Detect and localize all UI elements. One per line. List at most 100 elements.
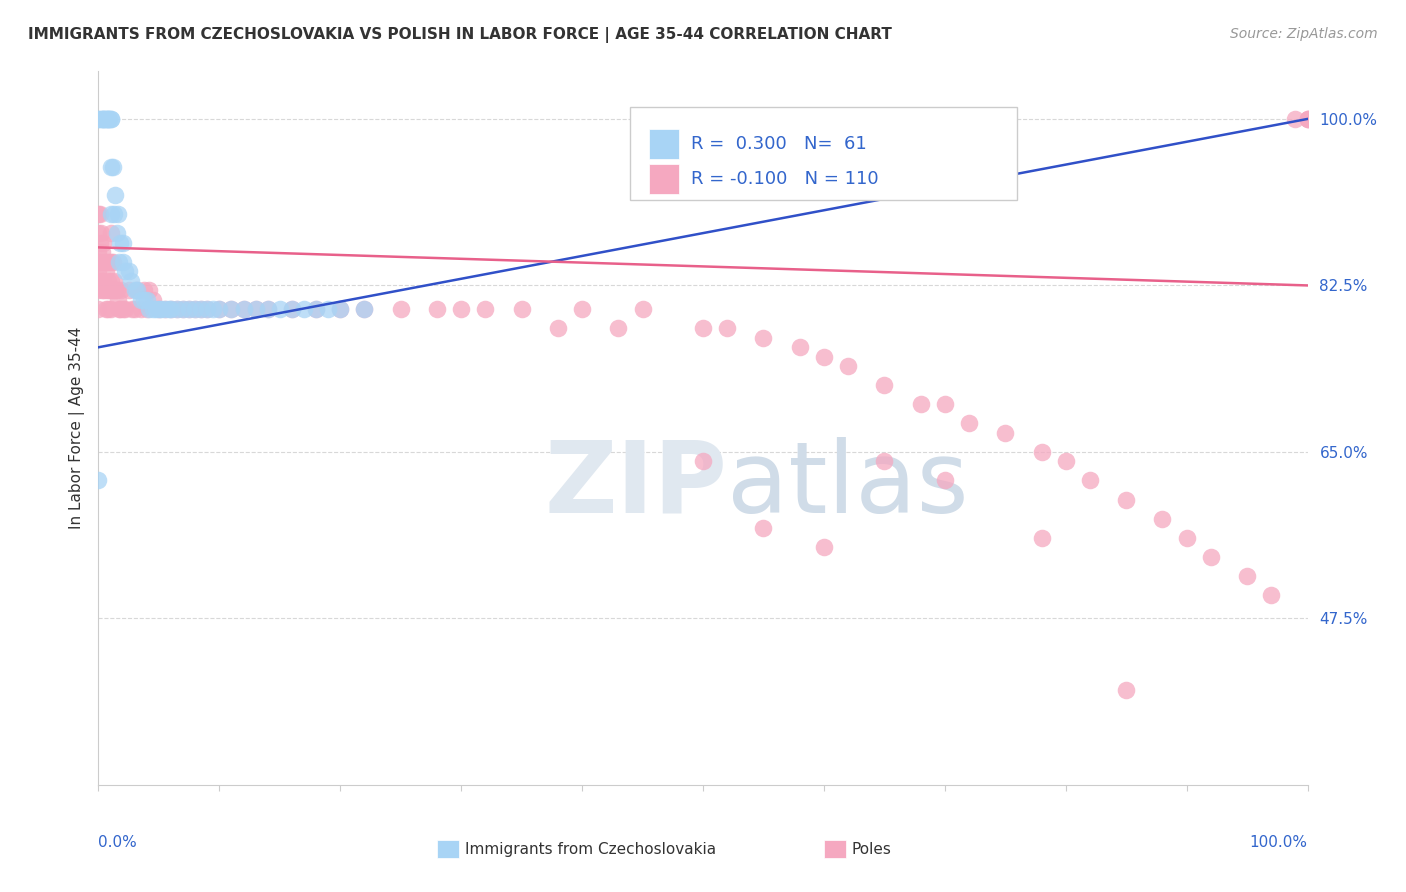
Point [190,302,212,317]
Point [873,378,896,392]
Point [1175,531,1198,545]
Point [1152,511,1174,525]
Point [329,302,352,317]
Point [103,207,125,221]
Point [105,226,128,240]
Point [179,302,201,317]
Point [98,254,121,268]
Point [142,293,165,307]
Point [202,302,225,317]
Point [221,302,243,317]
Point [124,283,146,297]
Point [245,302,267,317]
Point [103,274,125,288]
Point [87,226,110,240]
Point [94,112,117,126]
Point [93,283,115,297]
Point [232,302,254,317]
Text: 100.0%: 100.0% [1250,835,1308,850]
Point [87,274,110,288]
Point [353,302,375,317]
Point [87,207,110,221]
Point [96,283,118,297]
Point [281,302,304,317]
Point [1031,445,1053,459]
Point [87,283,110,297]
Point [114,264,136,278]
Point [98,112,121,126]
Point [450,302,472,317]
FancyBboxPatch shape [648,164,679,194]
Point [87,254,110,268]
Point [105,283,128,297]
Point [87,264,110,278]
Point [134,293,156,307]
Point [100,283,122,297]
Point [97,112,120,126]
Point [100,302,122,317]
Point [101,254,124,268]
Point [813,350,835,364]
Point [90,274,112,288]
Point [100,112,122,126]
Text: IMMIGRANTS FROM CZECHOSLOVAKIA VS POLISH IN LABOR FORCE | AGE 35-44 CORRELATION : IMMIGRANTS FROM CZECHOSLOVAKIA VS POLISH… [28,27,891,43]
Point [89,254,111,268]
Point [142,302,165,317]
Point [957,417,980,431]
Point [1296,112,1319,126]
Point [316,302,339,317]
Point [269,302,291,317]
Point [1284,112,1306,126]
Point [305,302,328,317]
Point [118,283,141,297]
Point [607,321,630,335]
Text: Poles: Poles [852,842,891,856]
Point [100,226,122,240]
Point [100,274,122,288]
Point [305,302,328,317]
FancyBboxPatch shape [824,840,845,858]
Point [179,302,201,317]
Point [157,302,180,317]
Y-axis label: In Labor Force | Age 35-44: In Labor Force | Age 35-44 [69,327,84,529]
Point [124,302,146,317]
Point [631,302,654,317]
Point [93,254,115,268]
Point [160,302,183,317]
Point [221,302,243,317]
Point [256,302,278,317]
Point [87,474,110,488]
Point [87,112,110,126]
Point [91,245,114,260]
Point [789,340,811,354]
Point [934,474,956,488]
Point [97,112,120,126]
Point [153,302,176,317]
Point [1054,454,1077,468]
Point [134,283,156,297]
Point [110,283,132,297]
Point [1296,112,1319,126]
Point [160,302,183,317]
Point [1115,492,1137,507]
Point [100,112,122,126]
Point [153,302,176,317]
Point [90,112,112,126]
Point [292,302,315,317]
Point [100,160,122,174]
Point [100,207,122,221]
Point [195,302,218,317]
Text: atlas: atlas [727,437,969,533]
Point [107,207,129,221]
Text: R =  0.300   N=  61: R = 0.300 N= 61 [690,136,866,153]
Point [329,302,352,317]
Point [1296,112,1319,126]
Point [108,235,131,250]
Point [129,293,152,307]
Point [145,302,167,317]
Point [1236,568,1258,582]
Point [510,302,533,317]
Point [91,274,114,288]
Point [87,112,110,126]
Point [547,321,569,335]
